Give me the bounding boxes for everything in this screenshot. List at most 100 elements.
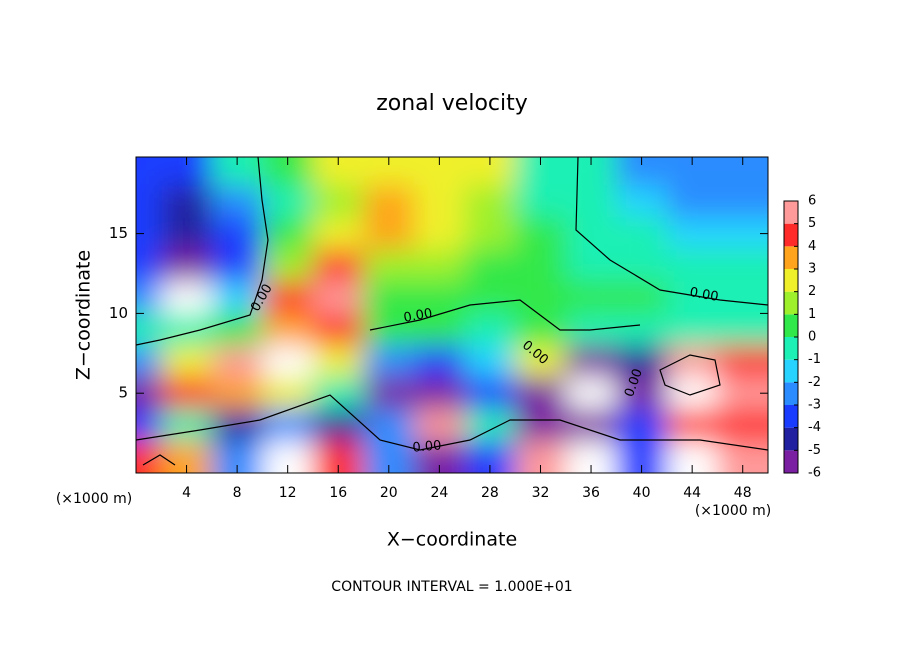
field-cell <box>262 345 313 378</box>
field-cell <box>161 281 212 314</box>
y-tick-label: 15 <box>109 224 128 242</box>
field-cell <box>616 345 667 378</box>
field-cell <box>616 157 667 186</box>
contour-line <box>575 157 768 306</box>
field-cell <box>515 185 566 218</box>
field-cell <box>464 281 516 314</box>
x-unit: (×1000 m) <box>56 491 132 507</box>
colorbar-label: 3 <box>808 262 816 277</box>
field-cell <box>515 217 566 250</box>
field-cell <box>515 157 566 186</box>
field-cell <box>616 377 667 410</box>
field-cell <box>363 217 415 250</box>
chart-title: zonal velocity <box>376 91 528 116</box>
field-cell <box>515 377 566 410</box>
field-cell <box>262 313 313 346</box>
field-cell <box>515 345 566 378</box>
field-cell <box>565 217 617 250</box>
colorbar-label: -6 <box>808 466 821 481</box>
footer-note: CONTOUR INTERVAL = 1.000E+01 <box>331 579 572 595</box>
field-cell <box>666 281 718 314</box>
colorbar-label: -1 <box>808 352 821 367</box>
x-tick-label: 12 <box>279 485 297 501</box>
colorbar-label: -5 <box>808 443 821 458</box>
colorbar-label: 5 <box>808 216 816 231</box>
colorbar-band <box>784 246 798 269</box>
field-cell <box>211 345 263 378</box>
colorbar-label: 6 <box>808 194 816 209</box>
x-tick-label: 24 <box>430 485 448 501</box>
field-cell <box>515 409 566 442</box>
field-cell <box>666 217 718 250</box>
field-cell <box>717 313 768 346</box>
field-cell <box>262 217 313 250</box>
field-cell <box>211 281 263 314</box>
field-cell <box>161 217 212 250</box>
field-cell <box>312 217 364 250</box>
colorbar-band <box>784 359 798 383</box>
x-unit: (×1000 m) <box>695 503 771 519</box>
field-cell <box>363 185 415 218</box>
field-cell <box>666 345 718 378</box>
colorbar-band <box>784 314 798 337</box>
field-cell <box>161 345 212 378</box>
field-cell <box>717 217 768 250</box>
field-cell <box>515 281 566 314</box>
contour-line <box>136 157 269 346</box>
field-cell <box>312 157 364 186</box>
field-cell <box>717 281 768 314</box>
contour-label: 0.00 <box>412 438 442 455</box>
field-cell <box>136 345 162 378</box>
field-cell <box>211 217 263 250</box>
field-cell <box>312 345 364 378</box>
field-cell <box>262 409 313 442</box>
colorbar-band <box>784 405 798 428</box>
field-cell <box>312 409 364 442</box>
field-cell <box>161 157 212 186</box>
field-cell <box>565 157 617 186</box>
field-cell <box>414 157 465 186</box>
contour-line <box>659 354 721 396</box>
contour-label: 0.00 <box>402 306 433 326</box>
field-cell <box>464 377 516 410</box>
field-cell <box>312 377 364 410</box>
colorbar-band <box>784 223 798 247</box>
contours <box>136 157 768 466</box>
field-cell <box>211 249 263 282</box>
colorbar-label: 2 <box>808 284 816 299</box>
field-cell <box>414 249 465 282</box>
field-cell <box>414 185 465 218</box>
colorbar-band <box>784 337 798 360</box>
colorbar-band <box>784 269 798 292</box>
field-cell <box>414 281 465 314</box>
x-tick-label: 28 <box>481 485 499 501</box>
colorbar-band <box>784 382 798 405</box>
field-cell <box>565 185 617 218</box>
x-tick-label: 48 <box>734 485 752 501</box>
field-cell <box>414 377 465 410</box>
field-cell <box>666 185 718 218</box>
x-tick-label: 40 <box>633 485 651 501</box>
contour-line <box>369 299 641 331</box>
field-cell <box>666 377 718 410</box>
x-tick-label: 20 <box>380 485 398 501</box>
field-cell <box>136 409 162 442</box>
field-cell <box>616 281 667 314</box>
field-cell <box>666 249 718 282</box>
colorbar-band <box>784 427 798 451</box>
field-cell <box>211 157 263 186</box>
field-cell <box>363 281 415 314</box>
field-cell <box>363 345 415 378</box>
x-tick-label: 44 <box>683 485 701 501</box>
y-axis-label: Z−coordinate <box>73 250 95 380</box>
field-cell <box>161 313 212 346</box>
field-cell <box>136 249 162 282</box>
field-cell <box>464 313 516 346</box>
field-cell <box>136 185 162 218</box>
colorbar-band <box>784 450 798 473</box>
field-cell <box>262 185 313 218</box>
field-cell <box>717 377 768 410</box>
field-cell <box>565 377 617 410</box>
field-cell <box>616 313 667 346</box>
